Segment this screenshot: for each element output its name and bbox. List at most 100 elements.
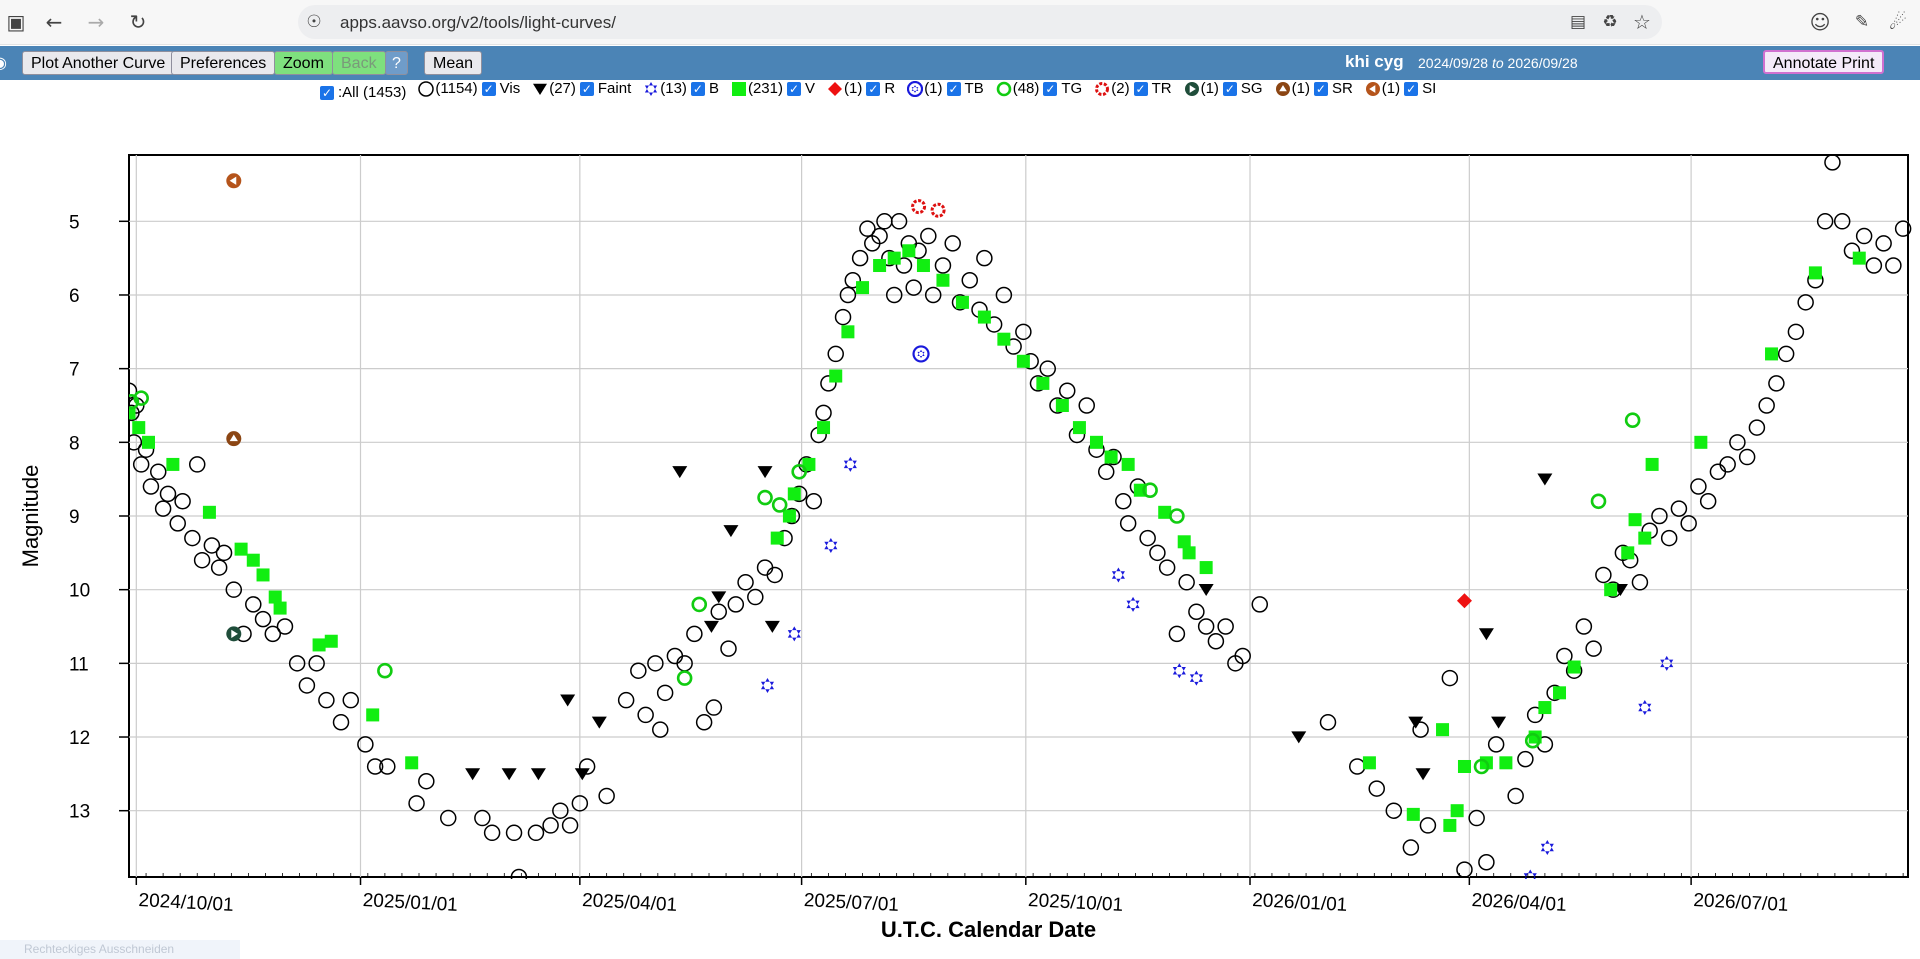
point-v[interactable] xyxy=(202,505,216,519)
point-b[interactable] xyxy=(1523,869,1537,885)
point-vis[interactable] xyxy=(1843,242,1861,260)
point-vis[interactable] xyxy=(126,434,143,451)
point-vis[interactable] xyxy=(637,706,654,724)
point-vis[interactable] xyxy=(184,529,201,547)
point-v[interactable] xyxy=(873,259,887,273)
annotate-print-button[interactable]: Annotate Print xyxy=(1763,50,1885,74)
point-v[interactable] xyxy=(1177,535,1191,549)
firefox-view-icon[interactable]: ☄ xyxy=(1889,10,1907,34)
legend-item-tr[interactable]: (2) ✓ TR xyxy=(1094,80,1181,97)
legend-item-v[interactable]: (231) ✓ V xyxy=(731,80,825,97)
point-vis[interactable] xyxy=(1149,544,1166,562)
point-vis[interactable] xyxy=(995,286,1013,304)
point-faint[interactable] xyxy=(757,466,773,479)
point-vis[interactable] xyxy=(225,581,243,598)
point-vis[interactable] xyxy=(1234,647,1251,665)
point-faint[interactable] xyxy=(1478,628,1494,641)
point-faint[interactable] xyxy=(672,466,688,479)
point-vis[interactable] xyxy=(820,375,837,392)
light-curve-chart[interactable]: 5 6 7 8 9 10 11 12 13 2024/10/01 2025/01/01 2025/04… xyxy=(0,100,1920,940)
point-vis[interactable] xyxy=(1651,507,1668,525)
point-vis[interactable] xyxy=(418,772,435,790)
point-sg[interactable] xyxy=(226,626,242,642)
point-vis[interactable] xyxy=(961,271,979,289)
point-vis[interactable] xyxy=(890,213,908,230)
point-vis[interactable] xyxy=(1777,345,1795,363)
point-vis[interactable] xyxy=(1402,839,1420,856)
point-v[interactable] xyxy=(1645,457,1659,471)
point-vis[interactable] xyxy=(710,603,728,621)
point-b[interactable] xyxy=(1660,655,1674,671)
point-vis[interactable] xyxy=(210,559,228,576)
point-vis[interactable] xyxy=(1855,227,1873,245)
point-vis[interactable] xyxy=(408,795,425,812)
point-vis[interactable] xyxy=(1797,294,1814,311)
point-vis[interactable] xyxy=(1719,456,1736,473)
point-tg[interactable] xyxy=(1473,758,1490,775)
point-vis[interactable] xyxy=(705,699,723,716)
point-vis[interactable] xyxy=(598,787,615,805)
point-vis[interactable] xyxy=(318,691,335,709)
point-vis[interactable] xyxy=(827,345,844,363)
point-vis[interactable] xyxy=(920,227,937,245)
point-tg[interactable] xyxy=(1169,508,1185,524)
point-v[interactable] xyxy=(997,332,1011,346)
point-r[interactable] xyxy=(1456,593,1472,609)
point-vis[interactable] xyxy=(122,382,138,400)
point-tg[interactable] xyxy=(1142,482,1158,499)
point-vis[interactable] xyxy=(1690,478,1707,495)
point-v[interactable] xyxy=(817,421,831,435)
point-faint[interactable] xyxy=(764,620,780,633)
point-v[interactable] xyxy=(770,531,784,545)
point-vis[interactable] xyxy=(142,478,160,495)
legend-checkbox-tb[interactable]: ✓ xyxy=(946,81,961,96)
point-vis[interactable] xyxy=(1058,382,1076,400)
legend-item-tb[interactable]: (1) ✓ TB xyxy=(907,80,994,97)
point-vis[interactable] xyxy=(766,566,784,584)
point-faint[interactable] xyxy=(1198,584,1214,597)
translate-icon[interactable]: ♻ xyxy=(1602,12,1618,32)
point-vis[interactable] xyxy=(342,691,360,709)
point-vis[interactable] xyxy=(859,220,876,237)
point-vis[interactable] xyxy=(1139,529,1156,547)
bookmark-star-icon[interactable]: ☆ xyxy=(1633,10,1651,34)
legend-checkbox-sg[interactable]: ✓ xyxy=(1222,81,1237,96)
point-vis[interactable] xyxy=(1441,669,1459,687)
point-tg[interactable] xyxy=(791,463,807,480)
point-vis[interactable] xyxy=(298,677,316,694)
point-vis[interactable] xyxy=(1699,493,1717,510)
point-vis[interactable] xyxy=(1660,529,1678,547)
point-vis[interactable] xyxy=(720,640,737,657)
point-vis[interactable] xyxy=(505,824,523,842)
point-vis[interactable] xyxy=(1816,213,1834,230)
point-vis[interactable] xyxy=(934,257,952,274)
point-vis[interactable] xyxy=(1419,817,1437,834)
point-vis[interactable] xyxy=(542,817,559,834)
point-v[interactable] xyxy=(1016,354,1030,368)
point-vis[interactable] xyxy=(1207,632,1225,650)
point-vis[interactable] xyxy=(1824,154,1841,171)
site-info-icon[interactable]: ☉ xyxy=(306,12,322,32)
point-vis[interactable] xyxy=(1456,861,1473,878)
legend-item-faint[interactable]: (27) ✓ Faint xyxy=(532,80,641,97)
point-vis[interactable] xyxy=(695,714,713,731)
point-vis[interactable] xyxy=(510,868,528,885)
point-v[interactable] xyxy=(1628,513,1642,527)
point-vis[interactable] xyxy=(871,227,888,245)
point-vis[interactable] xyxy=(647,655,664,672)
point-vis[interactable] xyxy=(1385,802,1403,819)
point-faint[interactable] xyxy=(1491,716,1507,729)
point-vis[interactable] xyxy=(1670,500,1688,517)
point-vis[interactable] xyxy=(1585,640,1602,657)
point-vis[interactable] xyxy=(985,316,1003,333)
point-si[interactable] xyxy=(226,173,242,189)
legend-item-sg[interactable]: (1) ✓ SG xyxy=(1184,80,1273,97)
point-v[interactable] xyxy=(1055,398,1069,412)
point-tg[interactable] xyxy=(133,390,149,406)
point-vis[interactable] xyxy=(1251,596,1269,613)
legend-item-r[interactable]: (1) ✓ R xyxy=(827,80,905,97)
point-vis[interactable] xyxy=(1729,434,1746,451)
point-vis[interactable] xyxy=(154,500,172,517)
point-vis[interactable] xyxy=(834,308,852,326)
point-v[interactable] xyxy=(782,509,796,523)
